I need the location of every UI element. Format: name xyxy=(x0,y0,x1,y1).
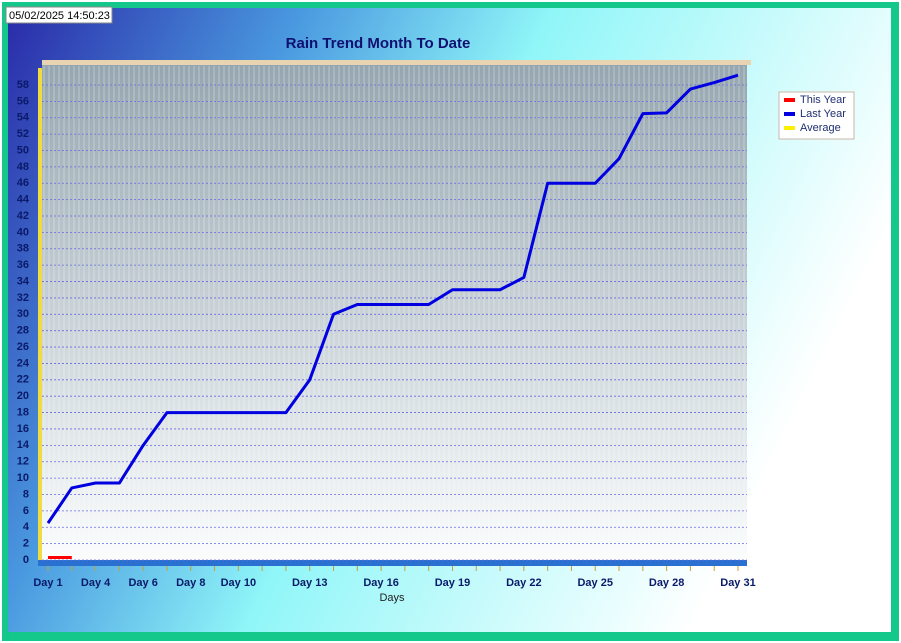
y-tick-label: 24 xyxy=(17,357,30,369)
legend-swatch xyxy=(784,126,795,130)
x-tick-label: Day 31 xyxy=(720,577,755,589)
y-tick-label: 18 xyxy=(17,406,29,418)
x-tick-label: Day 8 xyxy=(176,577,205,589)
x-tick-label: Day 6 xyxy=(128,577,157,589)
y-tick-label: 54 xyxy=(17,112,30,124)
y-tick-label: 12 xyxy=(17,456,29,468)
x-tick-label: Day 28 xyxy=(649,577,684,589)
x-tick-label: Day 10 xyxy=(221,577,256,589)
x-tick-label: Day 13 xyxy=(292,577,327,589)
x-tick-label: Day 22 xyxy=(506,577,541,589)
y-tick-label: 0 xyxy=(23,554,29,566)
chart-title: Rain Trend Month To Date xyxy=(286,35,471,52)
legend-label: Last Year xyxy=(800,108,846,120)
legend-swatch xyxy=(784,98,795,102)
y-tick-label: 32 xyxy=(17,292,29,304)
y-tick-label: 56 xyxy=(17,95,29,107)
x-tick-label: Day 25 xyxy=(577,577,612,589)
series-line xyxy=(46,73,739,524)
y-tick-label: 10 xyxy=(17,472,29,484)
y-tick-label: 40 xyxy=(17,226,29,238)
y-tick-label: 58 xyxy=(17,79,29,91)
y-tick-label: 38 xyxy=(17,243,29,255)
y-tick-label: 22 xyxy=(17,374,29,386)
legend-swatch xyxy=(784,112,795,116)
y-tick-label: 14 xyxy=(17,439,30,451)
y-tick-label: 48 xyxy=(17,161,29,173)
x-tick-label: Day 4 xyxy=(81,577,111,589)
floor xyxy=(38,560,747,566)
y-tick-label: 6 xyxy=(23,505,29,517)
x-tick-label: Day 1 xyxy=(33,577,62,589)
y-tick-label: 28 xyxy=(17,325,29,337)
x-tick-label: Day 16 xyxy=(363,577,398,589)
y-tick-label: 16 xyxy=(17,423,29,435)
y-tick-label: 26 xyxy=(17,341,29,353)
legend-label: Average xyxy=(800,122,841,134)
y-tick-label: 52 xyxy=(17,128,29,140)
y-tick-label: 8 xyxy=(23,488,29,500)
left-wall xyxy=(38,68,42,565)
timestamp: 05/02/2025 14:50:23 xyxy=(9,10,110,22)
y-tick-label: 44 xyxy=(17,194,30,206)
y-tick-label: 50 xyxy=(17,144,29,156)
y-tick-label: 34 xyxy=(17,275,30,287)
y-tick-label: 46 xyxy=(17,177,29,189)
y-tick-label: 20 xyxy=(17,390,29,402)
top-edge xyxy=(42,60,751,65)
legend-label: This Year xyxy=(800,94,846,106)
x-axis-label: Days xyxy=(379,592,405,604)
y-tick-label: 2 xyxy=(23,538,29,550)
y-tick-label: 4 xyxy=(23,521,30,533)
y-tick-label: 30 xyxy=(17,308,29,320)
y-tick-label: 42 xyxy=(17,210,29,222)
y-tick-label: 36 xyxy=(17,259,29,271)
x-tick-label: Day 19 xyxy=(435,577,470,589)
timestamp-box xyxy=(5,6,113,24)
